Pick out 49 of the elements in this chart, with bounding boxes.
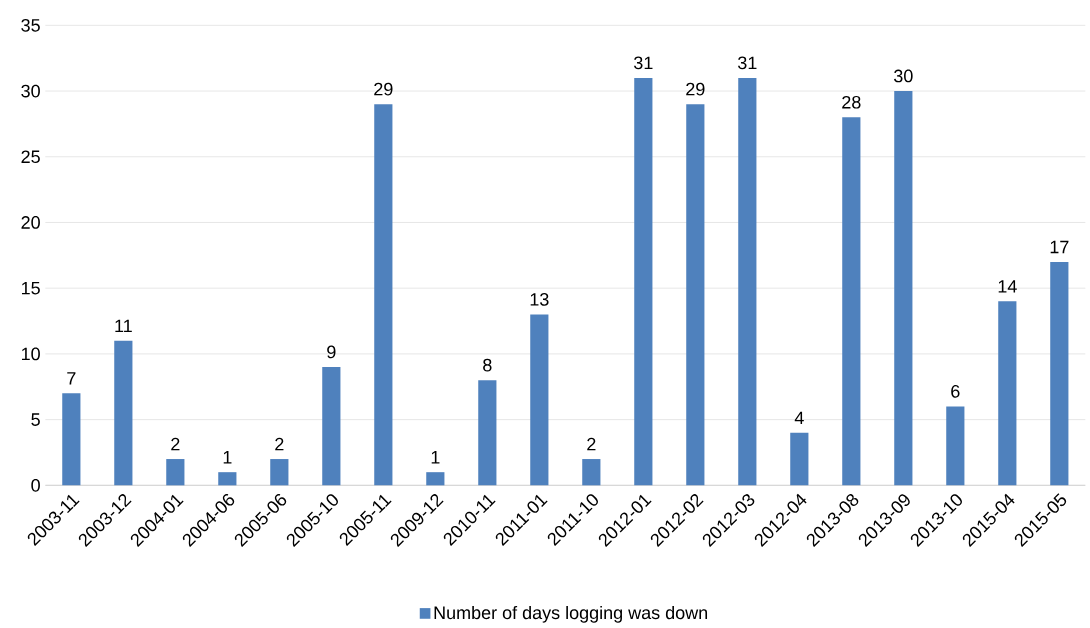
data-label: 1 bbox=[431, 451, 440, 464]
data-label: 2 bbox=[275, 437, 284, 451]
data-label: 1 bbox=[223, 451, 232, 464]
bar bbox=[686, 104, 705, 486]
data-label: 17 bbox=[1050, 240, 1069, 254]
bar bbox=[218, 472, 237, 486]
data-label: 11 bbox=[115, 319, 132, 333]
data-label: 29 bbox=[374, 82, 393, 96]
bar bbox=[998, 301, 1017, 486]
bar bbox=[478, 380, 497, 486]
data-label: 2 bbox=[171, 437, 180, 451]
y-tick-label: 35 bbox=[21, 18, 40, 32]
data-label: 8 bbox=[483, 358, 492, 372]
y-tick-label: 25 bbox=[21, 150, 40, 164]
bar bbox=[426, 472, 445, 486]
bar bbox=[270, 459, 289, 486]
bar bbox=[114, 340, 133, 486]
data-label: 6 bbox=[951, 385, 960, 398]
bar bbox=[62, 393, 81, 486]
y-tick-label: 30 bbox=[21, 84, 40, 98]
bar bbox=[322, 367, 341, 486]
data-label: 31 bbox=[634, 56, 653, 70]
data-label: 9 bbox=[327, 345, 336, 359]
bar bbox=[842, 117, 861, 486]
bar bbox=[946, 406, 965, 486]
data-label: 4 bbox=[794, 411, 804, 425]
y-tick-label: 5 bbox=[31, 413, 40, 426]
bar bbox=[790, 432, 809, 486]
bar bbox=[530, 314, 549, 486]
data-label: 7 bbox=[67, 372, 76, 385]
data-label: 29 bbox=[686, 82, 705, 96]
data-label: 30 bbox=[894, 69, 913, 83]
bar bbox=[374, 104, 393, 486]
data-label: 2 bbox=[587, 437, 596, 451]
bar bbox=[894, 91, 913, 486]
bar bbox=[1050, 261, 1069, 486]
bar bbox=[166, 459, 185, 486]
data-label: 31 bbox=[738, 56, 757, 70]
bar bbox=[634, 77, 653, 486]
data-label: 28 bbox=[842, 95, 861, 109]
y-tick-label: 10 bbox=[21, 347, 40, 361]
y-tick-label: 0 bbox=[31, 478, 40, 492]
bar bbox=[582, 459, 601, 486]
y-tick-label: 15 bbox=[21, 281, 40, 295]
bar bbox=[738, 77, 757, 486]
legend-label: Number of days logging was down bbox=[434, 605, 708, 623]
data-label: 13 bbox=[530, 293, 549, 306]
data-label: 14 bbox=[998, 280, 1017, 293]
y-tick-label: 20 bbox=[21, 216, 40, 229]
